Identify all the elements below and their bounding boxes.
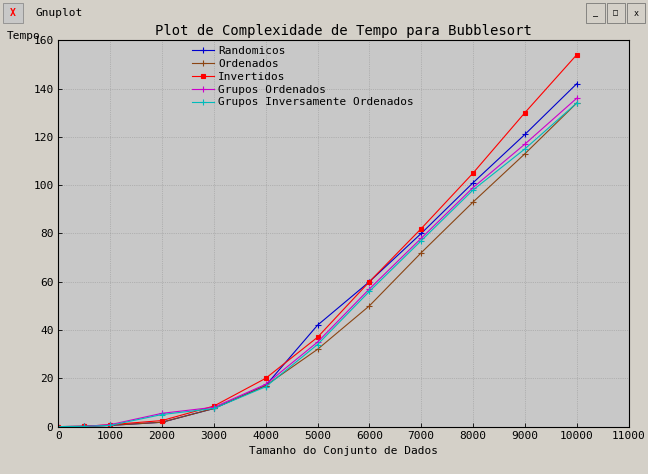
Randomicos bbox=[158, 419, 166, 425]
Text: x: x bbox=[633, 9, 638, 18]
Ordenados bbox=[54, 424, 62, 429]
Grupos Ordenados bbox=[365, 286, 373, 292]
FancyBboxPatch shape bbox=[586, 3, 605, 24]
Ordenados bbox=[210, 406, 218, 411]
Invertidos bbox=[106, 422, 114, 428]
Ordenados bbox=[573, 100, 581, 106]
Randomicos bbox=[54, 424, 62, 429]
Ordenados bbox=[80, 423, 88, 429]
Text: □: □ bbox=[613, 9, 618, 18]
Line: Ordenados: Ordenados bbox=[56, 100, 579, 429]
Ordenados bbox=[365, 303, 373, 309]
Legend: Randomicos, Ordenados, Invertidos, Grupos Ordenados, Grupos Inversamente Ordenad: Randomicos, Ordenados, Invertidos, Grupo… bbox=[189, 44, 416, 109]
Invertidos bbox=[521, 110, 529, 116]
Ordenados bbox=[469, 199, 477, 205]
Randomicos bbox=[365, 279, 373, 284]
Text: Tempo: Tempo bbox=[6, 31, 40, 41]
Randomicos bbox=[106, 422, 114, 428]
Ordenados bbox=[521, 151, 529, 156]
FancyBboxPatch shape bbox=[627, 3, 645, 24]
Invertidos bbox=[262, 375, 270, 381]
FancyBboxPatch shape bbox=[3, 3, 23, 24]
Randomicos bbox=[314, 322, 321, 328]
Grupos Inversamente Ordenados bbox=[365, 289, 373, 294]
Title: Plot de Complexidade de Tempo para Bubblesort: Plot de Complexidade de Tempo para Bubbl… bbox=[155, 24, 532, 38]
Grupos Ordenados bbox=[210, 404, 218, 410]
Ordenados bbox=[262, 383, 270, 388]
Grupos Ordenados bbox=[469, 185, 477, 191]
Grupos Inversamente Ordenados bbox=[521, 146, 529, 152]
Ordenados bbox=[417, 250, 425, 255]
Grupos Inversamente Ordenados bbox=[80, 423, 88, 429]
Grupos Inversamente Ordenados bbox=[54, 424, 62, 429]
Grupos Inversamente Ordenados bbox=[573, 100, 581, 106]
Randomicos bbox=[521, 132, 529, 137]
Grupos Ordenados bbox=[158, 410, 166, 416]
Line: Grupos Inversamente Ordenados: Grupos Inversamente Ordenados bbox=[56, 100, 579, 429]
Grupos Ordenados bbox=[106, 422, 114, 428]
Randomicos bbox=[573, 81, 581, 87]
Grupos Inversamente Ordenados bbox=[469, 187, 477, 193]
Grupos Ordenados bbox=[417, 236, 425, 241]
Invertidos bbox=[417, 226, 425, 231]
Text: X: X bbox=[10, 8, 16, 18]
Line: Randomicos: Randomicos bbox=[56, 81, 579, 429]
Grupos Inversamente Ordenados bbox=[106, 422, 114, 428]
Invertidos bbox=[314, 335, 321, 340]
Invertidos bbox=[54, 424, 62, 429]
Grupos Inversamente Ordenados bbox=[314, 342, 321, 347]
Grupos Ordenados bbox=[262, 382, 270, 387]
Line: Grupos Ordenados: Grupos Ordenados bbox=[56, 95, 579, 429]
Grupos Inversamente Ordenados bbox=[158, 412, 166, 418]
Grupos Inversamente Ordenados bbox=[262, 384, 270, 390]
Ordenados bbox=[314, 346, 321, 352]
Grupos Ordenados bbox=[80, 423, 88, 429]
Invertidos bbox=[158, 418, 166, 423]
Randomicos bbox=[262, 383, 270, 388]
Ordenados bbox=[106, 422, 114, 428]
Invertidos bbox=[210, 403, 218, 409]
Randomicos bbox=[80, 423, 88, 429]
Grupos Ordenados bbox=[54, 424, 62, 429]
Invertidos bbox=[365, 279, 373, 284]
Grupos Inversamente Ordenados bbox=[210, 406, 218, 411]
Grupos Ordenados bbox=[521, 141, 529, 147]
Randomicos bbox=[210, 406, 218, 411]
Ordenados bbox=[158, 419, 166, 425]
Grupos Ordenados bbox=[314, 339, 321, 345]
Randomicos bbox=[469, 180, 477, 186]
Invertidos bbox=[469, 170, 477, 176]
Randomicos bbox=[417, 231, 425, 237]
Text: Gnuplot: Gnuplot bbox=[36, 8, 83, 18]
Invertidos bbox=[80, 423, 88, 429]
Grupos Ordenados bbox=[573, 95, 581, 101]
Invertidos bbox=[573, 52, 581, 58]
Text: _: _ bbox=[593, 9, 598, 18]
X-axis label: Tamanho do Conjunto de Dados: Tamanho do Conjunto de Dados bbox=[249, 446, 438, 456]
FancyBboxPatch shape bbox=[607, 3, 625, 24]
Line: Invertidos: Invertidos bbox=[56, 53, 579, 428]
Grupos Inversamente Ordenados bbox=[417, 238, 425, 244]
